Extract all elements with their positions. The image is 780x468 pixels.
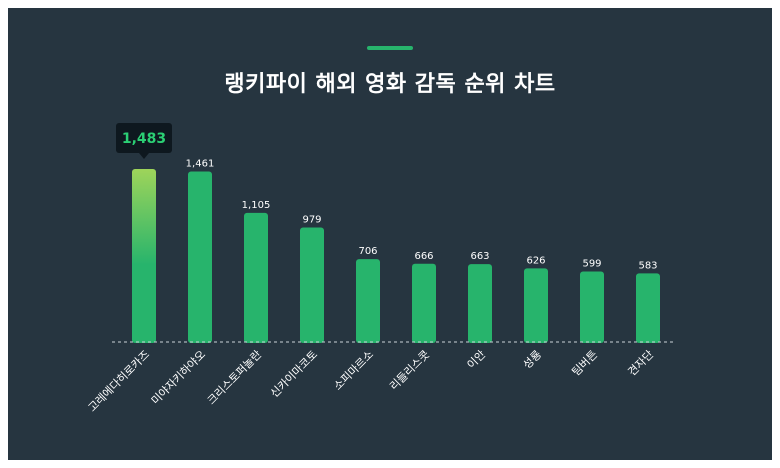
value-label-5: 666 <box>414 251 433 262</box>
category-label-1: 미야자키하야오 <box>148 347 208 407</box>
category-label-6: 이안 <box>465 348 489 372</box>
value-label-2: 1,105 <box>242 200 271 211</box>
highlight-tooltip: 1,483 <box>116 123 172 159</box>
bar-3 <box>300 227 324 343</box>
bar-7 <box>524 268 548 343</box>
bar-8 <box>580 271 604 343</box>
value-label-7: 626 <box>526 255 545 266</box>
category-label-0: 고레에다히로카즈 <box>85 347 152 414</box>
value-label-1: 1,461 <box>186 159 215 170</box>
category-label-9: 견자단 <box>625 348 656 379</box>
category-label-7: 성룡 <box>521 348 545 372</box>
bar-9 <box>636 273 660 343</box>
bar-4 <box>356 259 380 343</box>
category-label-5: 리들리스콧 <box>387 348 432 393</box>
chart-panel: 랭키파이 해외 영화 감독 순위 차트 1,483 고레에다히로카즈 1,461 미야… <box>8 8 772 460</box>
bar-5 <box>412 263 436 343</box>
bar-6 <box>468 264 492 343</box>
title-accent-line <box>367 46 413 50</box>
bar-0 <box>132 169 156 343</box>
value-label-8: 599 <box>582 259 601 270</box>
category-label-4: 소피마르소 <box>331 348 376 393</box>
value-label-3: 979 <box>302 214 321 225</box>
category-label-2: 크리스토퍼놀란 <box>205 348 264 407</box>
bar-1 <box>188 171 212 343</box>
category-label-3: 신카이마코토 <box>268 348 320 400</box>
bar-chart: 1,483 고레에다히로카즈 1,461 미야자키하야오 1,105 크리스토퍼놀란 979… <box>85 123 674 414</box>
value-label-6: 663 <box>470 251 489 262</box>
value-label-9: 583 <box>638 260 657 271</box>
chart-title: 랭키파이 해외 영화 감독 순위 차트 <box>224 72 556 97</box>
value-label-4: 706 <box>358 246 377 257</box>
category-label-8: 팀버튼 <box>569 348 600 379</box>
bar-2 <box>244 212 268 343</box>
tooltip-value: 1,483 <box>122 131 166 147</box>
